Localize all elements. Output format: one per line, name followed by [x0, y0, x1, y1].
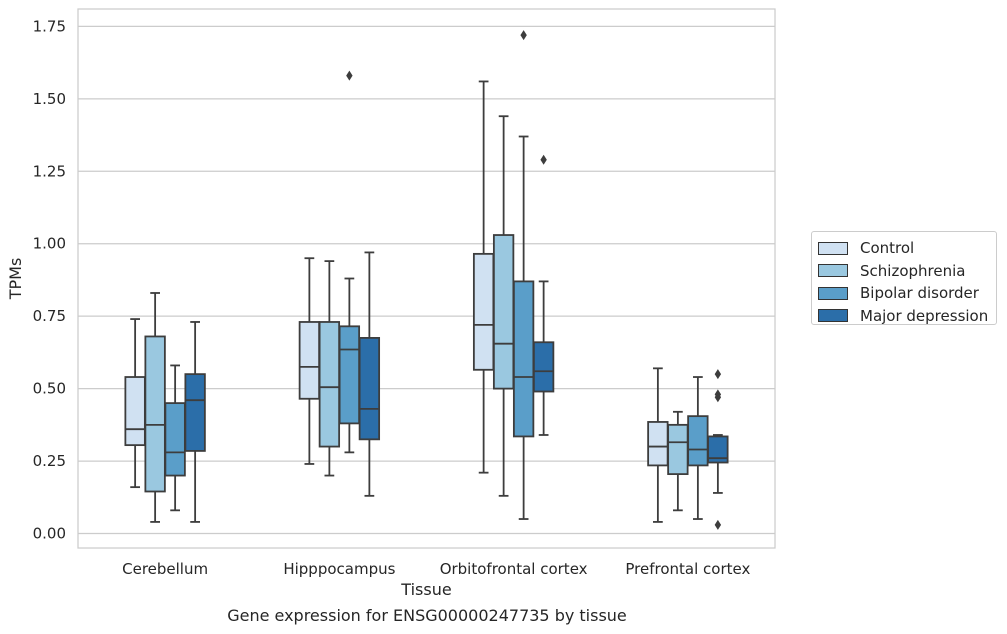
x-tick-label: Orbitofrontal cortex: [440, 560, 588, 578]
box: [318, 321, 341, 448]
box: [707, 435, 729, 464]
box: [358, 337, 381, 441]
box: [184, 373, 206, 452]
y-tick-label: 1.75: [33, 17, 66, 35]
box: [298, 321, 321, 400]
box-group: [124, 30, 729, 530]
outlier-point: [714, 519, 722, 530]
box: [667, 423, 689, 476]
y-tick-label: 1.25: [33, 162, 66, 180]
box: [472, 252, 495, 371]
box: [164, 402, 186, 477]
y-tick-label: 0.25: [33, 452, 66, 470]
box: [144, 335, 166, 493]
y-tick-label: 1.50: [33, 90, 66, 108]
box: [492, 234, 515, 390]
legend-label-control: Control: [860, 239, 915, 258]
chart-caption: Gene expression for ENSG00000247735 by t…: [227, 606, 627, 625]
x-tick-label: Prefrontal cortex: [625, 560, 750, 578]
box: [338, 325, 361, 425]
legend-label-major-depression: Major depression: [860, 306, 989, 325]
legend-item-schizophrenia: Schizophrenia: [818, 260, 996, 283]
box: [647, 421, 669, 467]
outlier-point: [540, 154, 547, 165]
y-tick-label: 1.00: [33, 235, 66, 253]
outlier-point: [714, 389, 722, 400]
x-tick-label: Cerebellum: [122, 560, 208, 578]
x-tick-label: Hipppocampus: [283, 560, 395, 578]
y-tick-label: 0.00: [33, 525, 66, 543]
box: [532, 341, 555, 393]
box: [512, 280, 535, 438]
legend-label-schizophrenia: Schizophrenia: [860, 261, 966, 280]
outlier-point: [714, 369, 722, 380]
legend-swatch-control: [818, 241, 848, 255]
plot-frame: [77, 8, 776, 549]
legend: Control Schizophrenia Bipolar disorder M…: [811, 231, 997, 325]
legend-item-control: Control: [818, 237, 996, 260]
legend-swatch-schizophrenia: [818, 264, 848, 278]
legend-label-bipolar-disorder: Bipolar disorder: [860, 284, 979, 303]
legend-item-bipolar-disorder: Bipolar disorder: [818, 282, 996, 305]
y-tick-labels: 0.00 0.25 0.50 0.75 1.00 1.25 1.50 1.75: [33, 17, 66, 542]
x-axis-label: Tissue: [400, 580, 451, 599]
box: [687, 415, 709, 467]
outlier-point: [346, 70, 353, 81]
x-tick-labels: Cerebellum Hipppocampus Orbitofrontal cort…: [122, 560, 750, 578]
legend-item-major-depression: Major depression: [818, 305, 996, 328]
y-tick-label: 0.75: [33, 307, 66, 325]
legend-swatch-bipolar-disorder: [818, 286, 848, 300]
outlier-point: [520, 30, 527, 41]
legend-swatch-major-depression: [818, 309, 848, 323]
box: [124, 376, 146, 447]
y-tick-label: 0.50: [33, 380, 66, 398]
y-axis-label: TPMs: [6, 258, 25, 301]
